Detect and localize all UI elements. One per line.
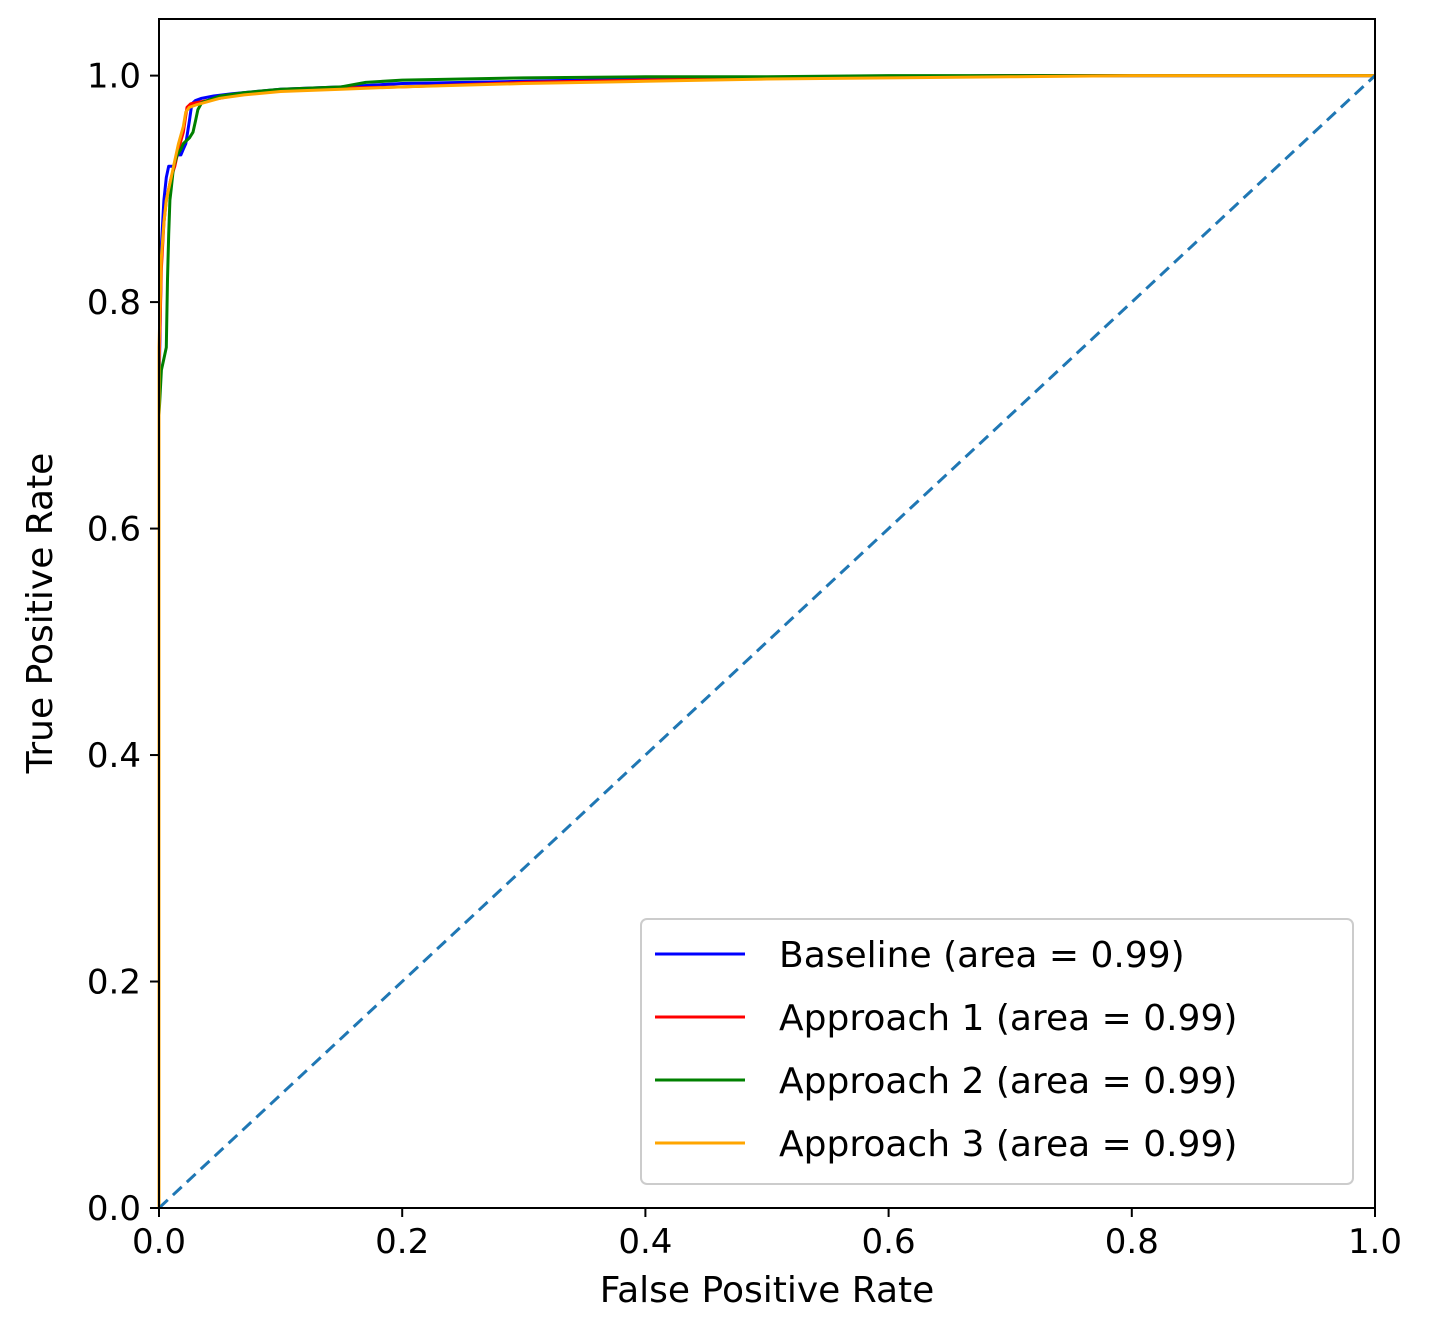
y-tick-label: 0.6 [87, 510, 141, 550]
legend-label-2: Approach 1 (area = 0.99) [779, 998, 1237, 1039]
legend: Baseline (area = 0.99) Approach 1 (area =… [640, 918, 1354, 1185]
series-line-3 [157, 74, 1375, 1208]
legend-box [640, 918, 1354, 1185]
y-tick-label: 0.0 [87, 1189, 141, 1229]
reference-diagonal-line [157, 74, 1377, 1210]
x-tick-label: 0.6 [862, 1222, 916, 1262]
x-tick-label: 0.8 [1105, 1222, 1159, 1262]
x-tick-label: 1.0 [1348, 1222, 1402, 1262]
legend-label-4: Approach 3 (area = 0.99) [779, 1124, 1237, 1165]
y-tick-label: 0.4 [87, 736, 141, 776]
legend-label-1: Baseline (area = 0.99) [779, 935, 1185, 976]
x-tick-label: 0.0 [132, 1222, 186, 1262]
plot-area [157, 74, 1377, 1210]
series-line-4 [157, 74, 1375, 1208]
y-tick-label: 0.8 [87, 283, 141, 323]
x-tick-label: 0.2 [375, 1222, 429, 1262]
y-axis-label: True Positive Rate [20, 453, 61, 775]
axes-frame [158, 18, 1376, 1209]
legend-label-3: Approach 2 (area = 0.99) [779, 1061, 1237, 1102]
axis-ticks: 0.0 0.2 0.4 0.6 0.8 1.0 0.0 0.2 0.4 0.6 0.8 1.0 [87, 57, 1402, 1262]
x-axis-label: False Positive Rate [600, 1270, 935, 1311]
y-tick-label: 0.2 [87, 963, 141, 1003]
y-tick-label: 1.0 [87, 57, 141, 97]
x-tick-label: 0.4 [618, 1222, 672, 1262]
